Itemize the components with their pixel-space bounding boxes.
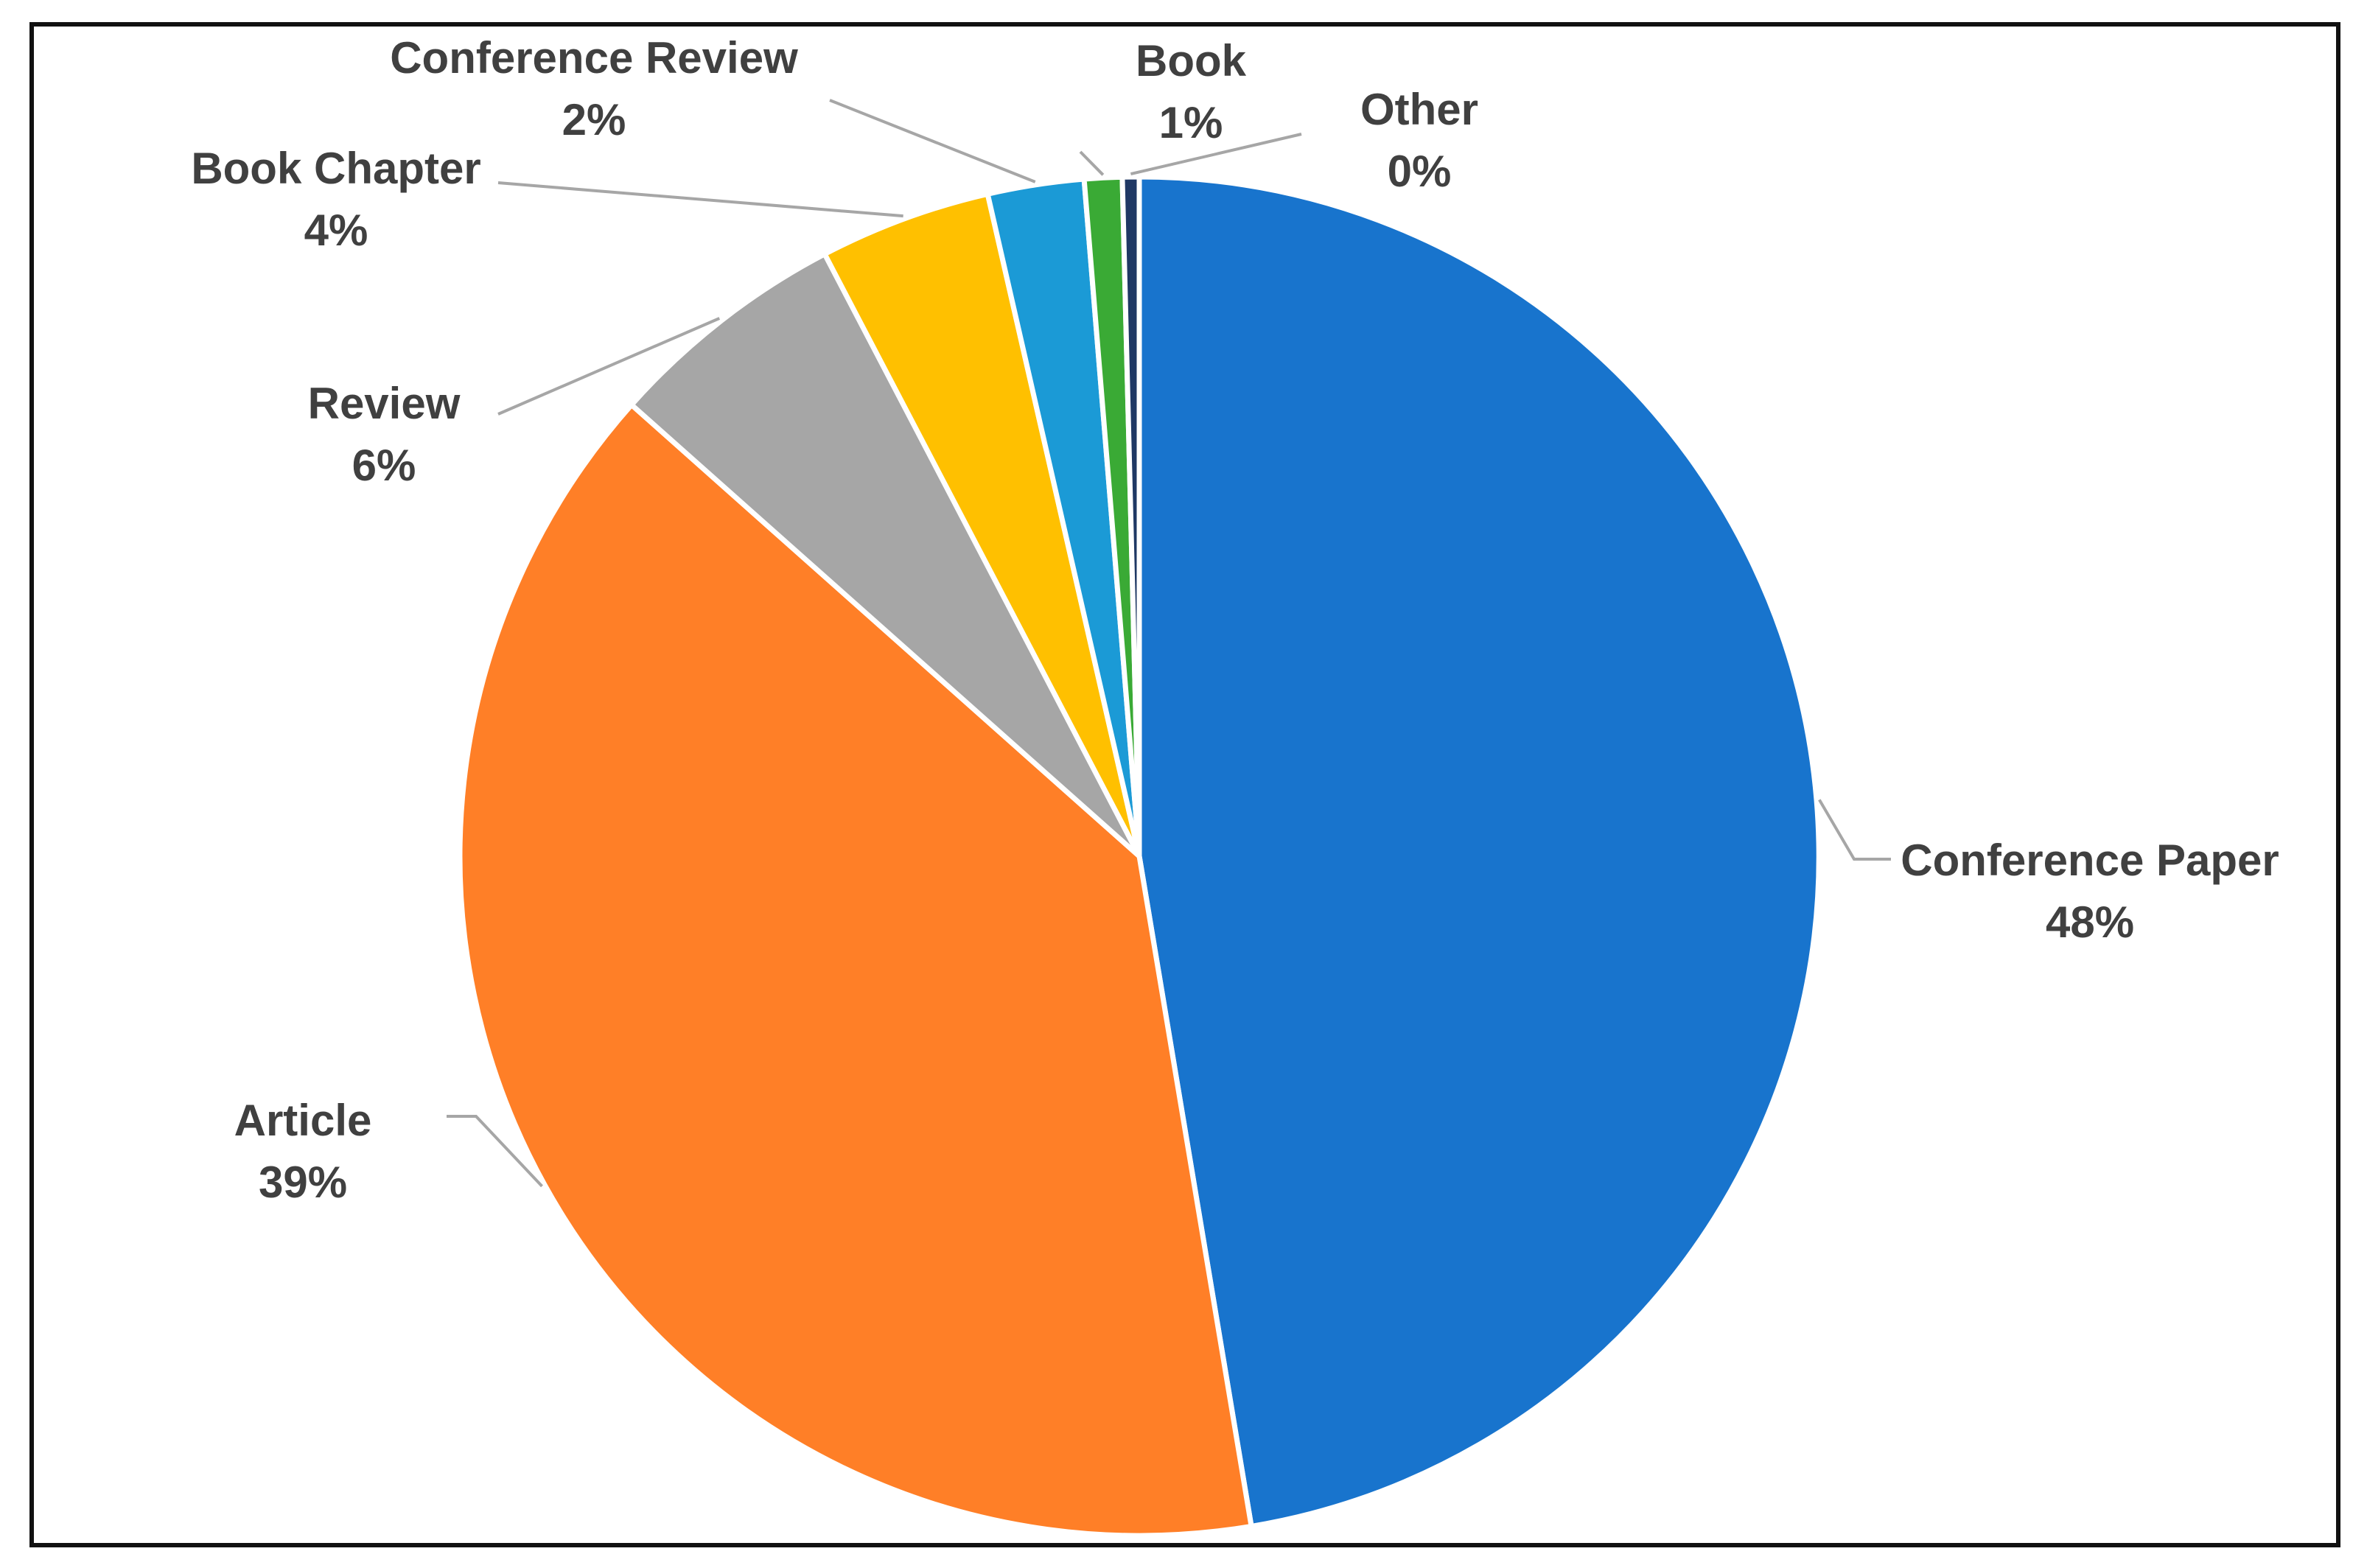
pie-slice-conference-paper	[1136, 174, 1822, 1530]
pie-slice-other	[1119, 174, 1142, 857]
pie-slice-article	[457, 401, 1255, 1539]
leader-line-other	[1130, 133, 1302, 176]
slice-percent-conference-paper: 48%	[2046, 897, 2134, 947]
slice-percent-review: 6%	[352, 441, 416, 490]
chart-frame: Conference Paper 48% Article 39% Review …	[29, 22, 2340, 1547]
slice-name-book: Book	[1136, 36, 1247, 85]
slice-name-article: Article	[234, 1096, 372, 1145]
slice-name-conference-paper: Conference Paper	[1901, 836, 2279, 885]
leader-line-conference-review	[829, 99, 1036, 183]
label-book-chapter: Book Chapter 4%	[191, 144, 480, 255]
slice-name-conference-review: Conference Review	[390, 33, 798, 83]
slice-percent-conference-review: 2%	[562, 95, 626, 144]
leader-line-review	[497, 317, 721, 416]
leader-line-book-chapter	[497, 181, 903, 218]
pie-slices	[457, 174, 1822, 1539]
pie-slice-book-chapter	[821, 191, 1142, 858]
pie-slice-review	[628, 251, 1142, 858]
leader-line-book	[1079, 150, 1105, 176]
label-article: Article 39%	[234, 1096, 372, 1207]
slice-percent-book: 1%	[1159, 98, 1223, 147]
label-other: Other 0%	[1360, 85, 1478, 196]
label-book: Book 1%	[1136, 36, 1247, 147]
leader-lines	[447, 99, 1891, 1188]
slice-name-review: Review	[308, 379, 461, 428]
label-conference-paper: Conference Paper 48%	[1901, 836, 2279, 947]
slice-percent-book-chapter: 4%	[304, 206, 368, 255]
slice-name-other: Other	[1360, 85, 1478, 134]
pie-chart: Conference Paper 48% Article 39% Review …	[191, 33, 2279, 1539]
label-review: Review 6%	[308, 379, 461, 490]
slice-percent-article: 39%	[259, 1158, 347, 1207]
leader-line-article	[447, 1115, 543, 1188]
slice-percent-other: 0%	[1388, 147, 1452, 196]
label-conference-review: Conference Review 2%	[390, 33, 798, 144]
leader-line-conference-paper	[1818, 799, 1891, 861]
slice-name-book-chapter: Book Chapter	[191, 144, 480, 193]
